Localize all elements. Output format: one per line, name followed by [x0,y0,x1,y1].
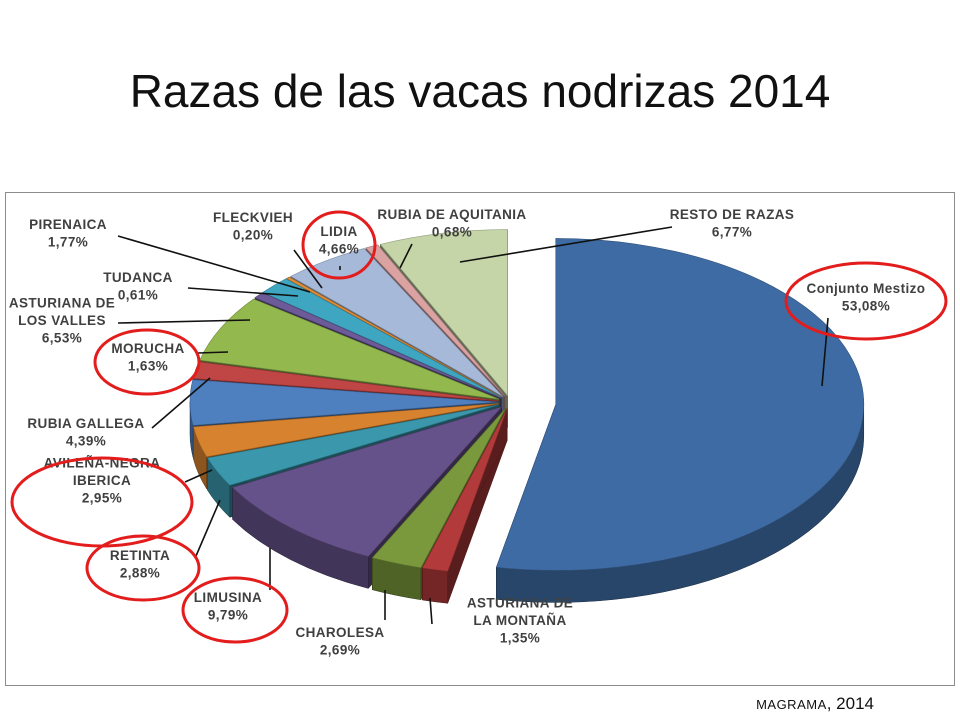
pie-slice-charolesa [371,407,506,569]
label-name-lidia: LIDIA [320,224,357,239]
leader-line-rubia-de-aquitania [399,243,413,269]
label-value-tudanca: 0,61% [118,288,158,303]
label-value-conjunto-mestizo: 53,08% [842,299,890,314]
label-value-rubia-de-aquitania: 0,68% [432,225,472,240]
leader-line-conjunto-mestizo [821,317,829,387]
label-name-asturiana-de-los-valles: LOS VALLES [18,313,106,328]
label-value-resto-de-razas: 6,77% [712,225,752,240]
pie-slice-fleckvieh [285,276,502,398]
pie-side-asturiana-de-la-montana-0 [422,567,449,604]
label-value-pirenaica: 1,77% [48,235,88,250]
highlight-circle-lidia [301,210,377,280]
leader-line-asturiana-de-los-valles [117,319,251,324]
highlight-circle-retinta [85,534,201,602]
pie-slice-asturiana-de-la-montana [421,408,508,572]
label-name-fleckvieh: FLECKVIEH [213,210,293,225]
pie-slice-limusina [232,406,503,557]
label-name-asturiana-de-los-valles: ASTURIANA DE [9,296,115,311]
pie-slice-retinta [206,404,500,486]
label-value-avilena-negra-iberica: 2,95% [82,491,122,506]
leader-line-pirenaica [117,235,311,293]
label-value-rubia-gallega: 4,39% [66,434,106,449]
label-charolesa: CHAROLESA 2,69% [295,590,386,658]
leader-line-asturiana-de-la-montana [429,597,433,625]
label-name-rubia-de-aquitania: RUBIA DE AQUITANIA [377,207,526,222]
source-caption: MAGRAMA, 2014 [756,694,874,714]
highlight-circle-avilena-negra-iberica [10,456,194,548]
leader-line-resto-de-razas [459,226,673,263]
label-resto-de-razas: RESTO DE RAZAS 6,77% [459,207,795,263]
label-tudanca: TUDANCA 0,61% [103,270,299,303]
source-org: MAGRAMA [756,697,827,712]
highlight-circle-limusina [181,576,289,644]
source-year: , 2014 [826,694,874,713]
label-name-limusina: LIMUSINA [194,590,262,605]
label-name-rubia-gallega: RUBIA GALLEGA [27,416,144,431]
pie-slice-resto-de-razas [379,229,508,397]
pie-tops [189,229,865,572]
label-value-fleckvieh: 0,20% [233,228,273,243]
label-value-limusina: 9,79% [208,608,248,623]
label-asturiana-de-la-montana: ASTURIANA DE LA MONTAÑA 1,35% [429,596,573,646]
label-name-resto-de-razas: RESTO DE RAZAS [670,207,795,222]
label-name-avilena-negra-iberica: IBERICA [73,473,131,488]
pie-slice-conjunto-mestizo [495,238,865,571]
label-name-charolesa: CHAROLESA [295,625,384,640]
label-lidia: LIDIA 4,66% [301,210,377,280]
label-pirenaica: PIRENAICA 1,77% [29,217,311,293]
page-title: Razas de las vacas nodrizas 2014 [129,65,831,117]
leader-line-tudanca [187,287,299,297]
label-morucha: MORUCHA 1,63% [93,328,229,396]
leader-line-avilena-negra-iberica [184,469,213,483]
label-rubia-de-aquitania: RUBIA DE AQUITANIA 0,68% [377,207,526,269]
label-conjunto-mestizo: Conjunto Mestizo 53,08% [784,261,948,387]
label-name-morucha: MORUCHA [111,341,184,356]
leader-line-rubia-gallega [151,377,211,429]
pie-slice-asturiana-de-los-valles [199,298,500,400]
label-value-morucha: 1,63% [128,359,168,374]
highlight-circle-morucha [93,328,201,396]
label-name-conjunto-mestizo: Conjunto Mestizo [807,281,926,296]
pie-labels: Conjunto Mestizo 53,08% ASTURIANA DE LA MON… [9,207,948,658]
pie-slice-rubia-gallega [189,379,499,426]
leader-line-morucha [197,351,229,354]
pie-slice-lidia [290,248,504,397]
label-value-retinta: 2,88% [120,566,160,581]
label-name-asturiana-de-la-montana: ASTURIANA DE [467,596,573,611]
pie-slice-rubia-de-aquitania [365,244,506,397]
label-value-charolesa: 2,69% [320,643,360,658]
label-name-asturiana-de-la-montana: LA MONTAÑA [473,613,566,628]
chart-frame [5,192,955,686]
label-value-asturiana-de-los-valles: 6,53% [42,331,82,346]
label-name-tudanca: TUDANCA [103,270,173,285]
label-name-retinta: RETINTA [110,548,170,563]
highlight-circle-conjunto-mestizo [784,261,948,341]
label-retinta: RETINTA 2,88% [85,499,221,602]
label-value-asturiana-de-la-montana: 1,35% [500,631,540,646]
label-limusina: LIMUSINA 9,79% [181,548,289,644]
label-name-pirenaica: PIRENAICA [29,217,107,232]
leader-line-retinta [195,499,221,557]
label-fleckvieh: FLECKVIEH 0,20% [213,210,323,289]
pie-slice-avilena-negra-iberica [193,403,499,458]
label-value-lidia: 4,66% [319,242,359,257]
leader-line-fleckvieh [293,249,323,289]
pie-slice-pirenaica [262,278,502,398]
label-asturiana-de-los-valles: ASTURIANA DE LOS VALLES 6,53% [9,296,251,346]
label-rubia-gallega: RUBIA GALLEGA 4,39% [27,377,211,449]
